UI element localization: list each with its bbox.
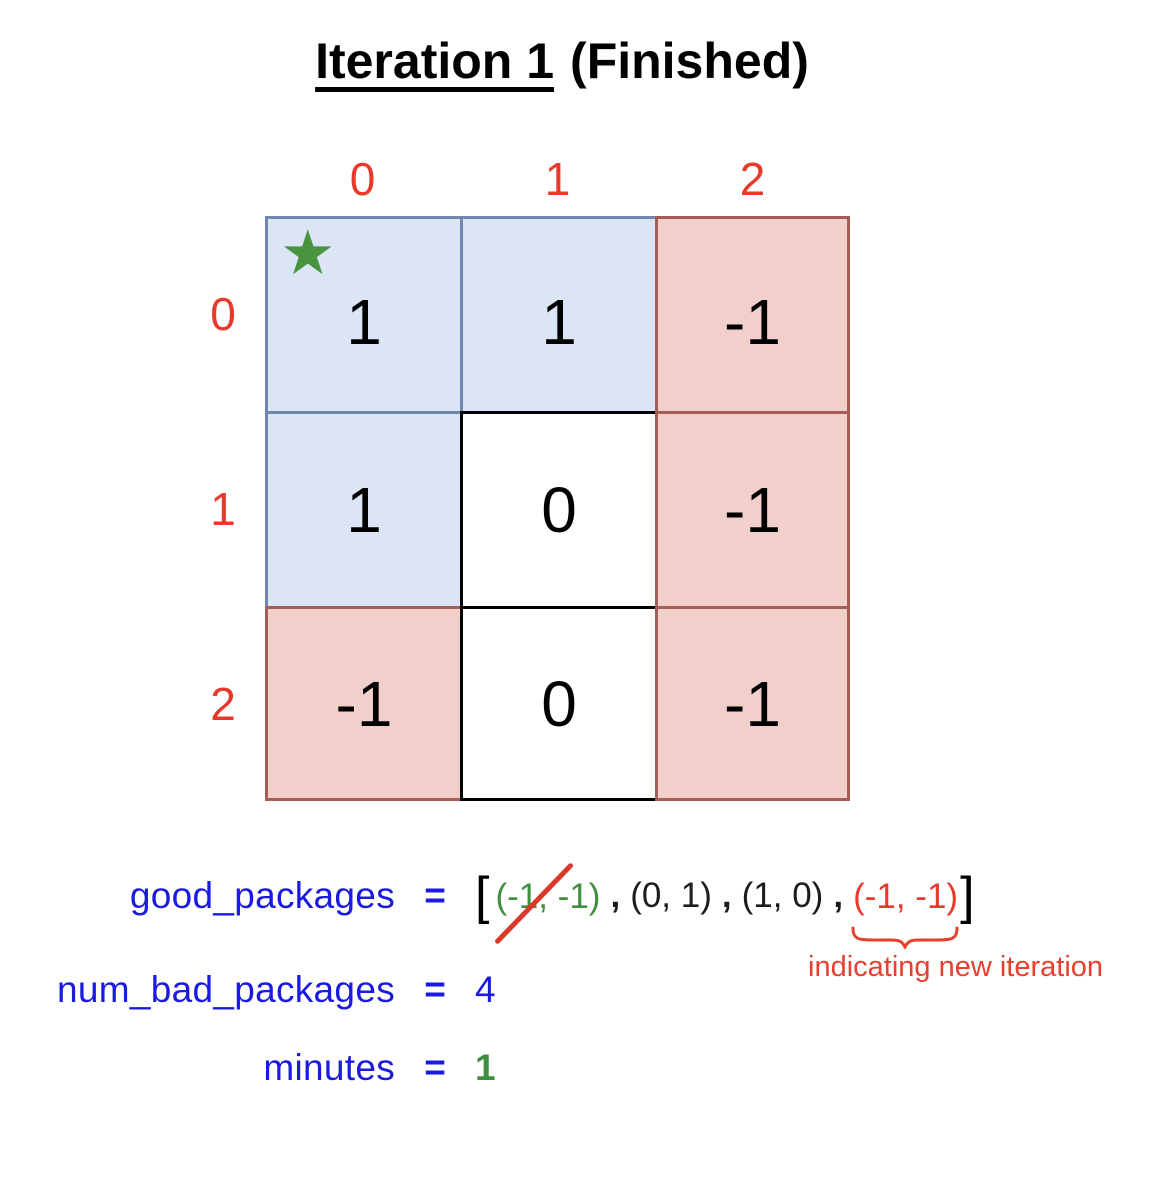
underbrace-icon <box>851 926 959 949</box>
cell-value: 1 <box>346 474 382 546</box>
cell-value: -1 <box>335 667 393 740</box>
grid-cell-r2c2: -1 <box>655 606 850 801</box>
list-comma: , <box>721 876 732 915</box>
list-comma: , <box>833 876 844 915</box>
good-packages-line: good_packages = [ (-1, -1) , (0, 1) , (1… <box>40 862 975 949</box>
cell-value: 0 <box>541 667 577 740</box>
col-header-2: 2 <box>739 153 766 205</box>
grid-cell-r0c1: 1 <box>460 216 655 411</box>
good-packages-value: [ (-1, -1) , (0, 1) , (1, 0) , (-1, -1) … <box>475 862 975 949</box>
title-status: (Finished) <box>570 33 809 89</box>
tuple-1: (0, 1) <box>630 876 712 915</box>
grid-column-headers: 0 1 2 <box>265 152 850 205</box>
cell-value: -1 <box>724 667 781 740</box>
title-iteration: Iteration 1 <box>315 33 555 89</box>
grid-cell-r2c0: -1 <box>265 606 460 801</box>
cell-value: 1 <box>346 286 382 358</box>
value-grid: ★ 1 1 -1 1 0 -1 -1 0 -1 <box>265 216 850 801</box>
col-header-0: 0 <box>349 153 376 205</box>
list-comma: , <box>610 876 621 915</box>
minutes-line: minutes = 1 <box>40 1044 496 1092</box>
grid-cell-r1c0: 1 <box>265 411 460 606</box>
good-packages-equals: = <box>424 875 446 916</box>
grid-cell-r1c2: -1 <box>655 411 850 606</box>
close-bracket: ] <box>960 867 975 925</box>
num-bad-packages-value: 4 <box>475 969 496 1010</box>
row-header-0: 0 <box>210 287 236 340</box>
minutes-equals: = <box>424 1047 446 1088</box>
tuple-0: (-1, -1) <box>495 877 601 916</box>
tuple-3: (-1, -1) <box>853 877 959 916</box>
cell-value: 1 <box>541 286 577 358</box>
cell-value: -1 <box>724 474 781 546</box>
grid-cell-r2c1: 0 <box>460 606 655 801</box>
cell-value: -1 <box>724 286 781 358</box>
num-bad-packages-label: num_bad_packages <box>56 969 395 1010</box>
tuple-struck-wrap: (-1, -1) <box>494 862 601 945</box>
num-bad-packages-equals: = <box>424 969 446 1010</box>
col-header-1: 1 <box>544 153 571 205</box>
grid-cell-r0c2: -1 <box>655 216 850 411</box>
row-header-1: 1 <box>210 482 236 535</box>
tuple-2: (1, 0) <box>741 876 824 915</box>
cell-value: 0 <box>541 474 577 546</box>
num-bad-packages-line: num_bad_packages = 4 <box>40 966 496 1014</box>
tuple-braced-wrap: (-1, -1) <box>851 875 959 949</box>
star-icon: ★ <box>280 219 336 288</box>
grid-row-headers: 0 1 2 <box>190 216 256 801</box>
grid-cell-r0c0: ★ 1 <box>265 216 460 411</box>
page-title: Iteration 1 (Finished) <box>315 32 809 90</box>
good-packages-label: good_packages <box>129 875 395 916</box>
row-header-2: 2 <box>210 677 236 730</box>
minutes-label: minutes <box>263 1047 395 1088</box>
new-iteration-annotation: indicating new iteration <box>808 951 1104 983</box>
grid-cell-r1c1: 0 <box>460 411 655 606</box>
minutes-value: 1 <box>475 1047 496 1088</box>
open-bracket: [ <box>475 867 490 925</box>
